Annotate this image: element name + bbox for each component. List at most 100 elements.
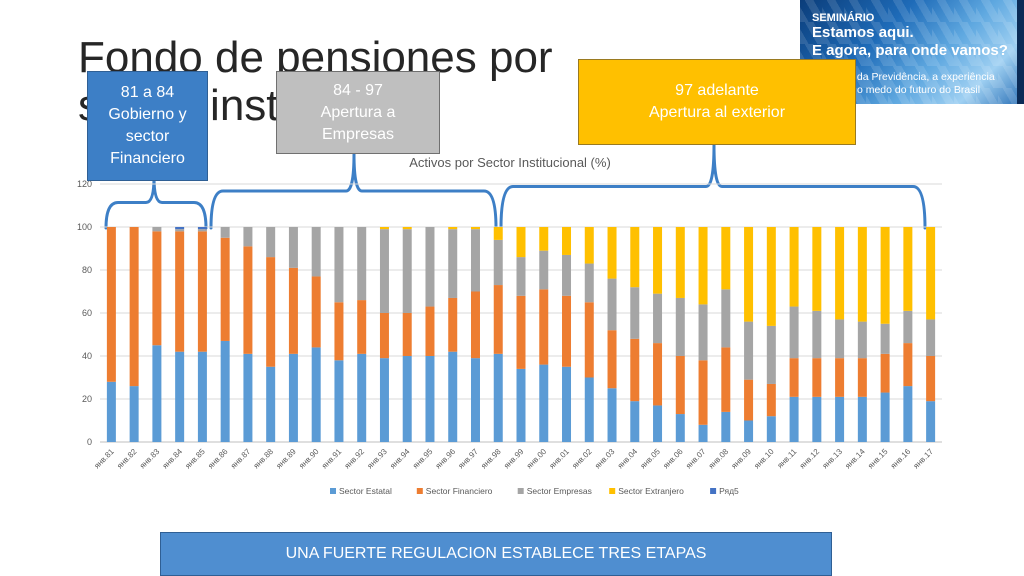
bar-segment <box>106 381 116 442</box>
bar-segment <box>539 289 549 365</box>
callout-period-3: 97 adelante Apertura al exterior <box>578 59 856 145</box>
bar-segment <box>562 254 572 296</box>
bar-segment <box>493 227 503 240</box>
bar-segment <box>175 351 185 442</box>
bar-segment <box>288 267 298 354</box>
bar-segment <box>311 347 321 442</box>
bar-segment <box>448 227 458 230</box>
bar-segment <box>516 227 526 258</box>
bar-segment <box>539 250 549 290</box>
bar-segment <box>721 289 731 348</box>
bar-segment <box>357 353 367 442</box>
bar-segment <box>675 356 685 415</box>
x-tick-label: янв.95 <box>411 447 435 471</box>
legend-swatch <box>609 488 616 494</box>
y-tick-label: 0 <box>87 437 92 447</box>
chart-legend: Sector Estatal Sector Financiero Sector Em… <box>330 486 739 496</box>
legend-swatch <box>517 488 524 494</box>
x-tick-label: янв.88 <box>252 447 276 471</box>
bar-segment <box>653 405 663 442</box>
bar-segment <box>311 276 321 348</box>
bar-segment <box>129 386 139 442</box>
bar-segment <box>266 257 276 367</box>
bar-segment <box>197 229 207 232</box>
bar-segment <box>926 356 936 402</box>
banner-label: SEMINÁRIO <box>812 12 875 24</box>
bar-segment <box>539 227 549 251</box>
legend-swatch <box>710 488 717 494</box>
bar-segment <box>835 227 845 320</box>
bar-segment <box>721 411 731 442</box>
bar-segment <box>812 227 822 311</box>
chart-title: Activos por Sector Institucional (%) <box>409 155 611 170</box>
bar-segment <box>334 302 344 361</box>
bar-segment <box>379 313 389 359</box>
bar-segment <box>835 358 845 397</box>
chart-bars <box>106 227 936 442</box>
bar-segment <box>721 347 731 412</box>
bar-segment <box>607 278 617 331</box>
bar-segment <box>220 340 230 442</box>
callout-period-2: 84 - 97 Apertura a Empresas <box>276 71 440 154</box>
bar-segment <box>243 227 253 247</box>
bar-segment <box>766 416 776 442</box>
bar-segment <box>857 396 867 442</box>
bar-segment <box>903 343 913 387</box>
bar-segment <box>516 295 526 369</box>
banner-headline-2: E agora, para onde vamos? <box>812 42 1008 59</box>
x-tick-label: янв.14 <box>843 447 867 471</box>
bar-segment <box>766 383 776 417</box>
x-axis-ticks: янв.81 янв.82 янв.83 янв.84 янв.85 янв.86 янв.… <box>92 447 935 471</box>
bar-segment <box>584 302 594 378</box>
bar-segment <box>379 229 389 313</box>
bar-segment <box>357 300 367 354</box>
bar-segment <box>607 227 617 279</box>
x-tick-label: янв.02 <box>570 447 594 471</box>
bar-segment <box>243 353 253 442</box>
legend-swatch <box>416 488 423 494</box>
bar-segment <box>448 229 458 298</box>
period-bracket <box>104 176 208 230</box>
x-tick-label: янв.13 <box>821 447 845 471</box>
y-tick-label: 80 <box>82 265 92 275</box>
bar-segment <box>926 401 936 442</box>
bar-segment <box>197 227 207 230</box>
bar-segment <box>175 231 185 352</box>
bar-segment <box>744 379 754 421</box>
x-tick-label: янв.96 <box>434 447 458 471</box>
x-tick-label: янв.12 <box>798 447 822 471</box>
x-tick-label: янв.81 <box>92 447 116 471</box>
bar-segment <box>562 227 572 255</box>
x-tick-label: янв.89 <box>274 447 298 471</box>
bar-segment <box>789 396 799 442</box>
x-tick-label: янв.90 <box>297 447 321 471</box>
y-tick-label: 120 <box>77 179 92 189</box>
bar-segment <box>698 227 708 305</box>
bar-segment <box>152 231 162 346</box>
x-tick-label: янв.84 <box>161 447 185 471</box>
bar-segment <box>562 366 572 442</box>
period-bracket <box>499 144 927 230</box>
x-tick-label: янв.99 <box>502 447 526 471</box>
bar-segment <box>903 386 913 442</box>
bar-segment <box>152 227 162 232</box>
bar-segment <box>584 263 594 303</box>
x-tick-label: янв.10 <box>752 447 776 471</box>
bar-segment <box>653 343 663 406</box>
bar-segment <box>402 313 412 356</box>
bar-segment <box>766 325 776 384</box>
bar-segment <box>243 246 253 354</box>
bar-segment <box>926 319 936 356</box>
x-tick-label: янв.03 <box>593 447 617 471</box>
bar-segment <box>835 319 845 359</box>
bar-segment <box>789 227 799 307</box>
bar-segment <box>539 364 549 442</box>
bar-segment <box>493 353 503 442</box>
bar-segment <box>266 366 276 442</box>
bar-segment <box>607 330 617 389</box>
bar-segment <box>857 321 867 359</box>
bar-segment <box>698 304 708 361</box>
bar-segment <box>175 229 185 232</box>
x-tick-label: янв.97 <box>456 447 480 471</box>
bar-segment <box>630 227 640 288</box>
